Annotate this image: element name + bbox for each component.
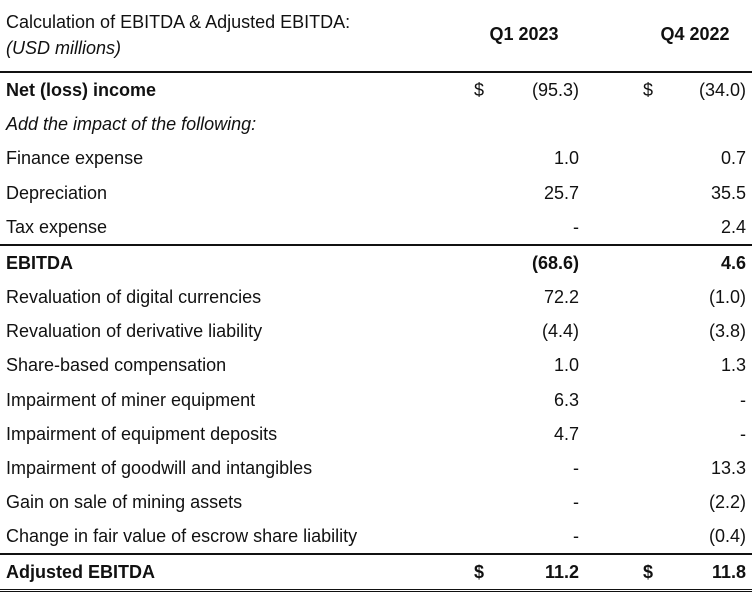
row-label: Revaluation of derivative liability [6, 321, 263, 342]
row-label: Net (loss) income [6, 80, 157, 100]
row-label: Tax expense [6, 216, 108, 237]
table-row: Revaluation of digital currencies 72.2 (… [0, 280, 752, 314]
row-label: Impairment of miner equipment [6, 389, 256, 410]
row-label: Revaluation of digital currencies [6, 286, 262, 307]
value-q1-2023: - [573, 457, 579, 478]
table-row: Tax expense - 2.4 [0, 210, 752, 244]
value-q4-2022: (34.0) [698, 80, 746, 100]
value-q1-2023: (95.3) [531, 80, 579, 100]
value-q4-2022: (2.2) [708, 492, 746, 513]
value-q1-2023: (68.6) [531, 252, 579, 273]
value-q4-2022: (3.8) [708, 321, 746, 342]
table-row: Gain on sale of mining assets - (2.2) [0, 485, 752, 519]
table-row: Impairment of goodwill and intangibles -… [0, 451, 752, 485]
value-q4-2022: 11.8 [711, 562, 746, 583]
value-q1-2023: 11.2 [544, 562, 579, 583]
row-label: Gain on sale of mining assets [6, 492, 243, 513]
table-row: Share-based compensation 1.0 1.3 [0, 348, 752, 382]
row-label: Share-based compensation [6, 355, 227, 376]
value-q1-2023: - [573, 492, 579, 513]
value-q1-2023: 25.7 [543, 182, 579, 203]
value-q1-2023: 6.3 [553, 389, 579, 410]
currency-symbol: $ [474, 80, 485, 100]
value-q4-2022: - [740, 389, 746, 410]
row-label: Impairment of goodwill and intangibles [6, 457, 313, 478]
value-q1-2023: 72.2 [543, 286, 579, 307]
table-row-subheading: Add the impact of the following: [0, 107, 752, 141]
row-label: Finance expense [6, 148, 144, 169]
value-q1-2023: 4.7 [553, 423, 579, 444]
table-row: Impairment of miner equipment 6.3 - [0, 383, 752, 417]
value-q4-2022: 0.7 [720, 148, 746, 169]
table-row: Impairment of equipment deposits 4.7 - [0, 417, 752, 451]
table-row: Revaluation of derivative liability (4.4… [0, 314, 752, 348]
row-label: Depreciation [6, 182, 108, 203]
row-label: Impairment of equipment deposits [6, 423, 278, 444]
currency-symbol: $ [643, 562, 654, 583]
value-q4-2022: 35.5 [710, 182, 746, 203]
value-q4-2022: (1.0) [708, 286, 746, 307]
table-row: Change in fair value of escrow share lia… [0, 519, 752, 553]
value-q1-2023: - [573, 216, 579, 237]
value-q4-2022: (0.4) [708, 526, 746, 547]
value-q4-2022: - [740, 423, 746, 444]
value-q1-2023: (4.4) [541, 321, 579, 342]
table-header: Calculation of EBITDA & Adjusted EBITDA:… [0, 0, 752, 73]
row-label: Adjusted EBITDA [6, 562, 156, 583]
value-q4-2022: 2.4 [720, 216, 746, 237]
value-q4-2022: 4.6 [720, 252, 746, 273]
table-row: Depreciation 25.7 35.5 [0, 176, 752, 210]
column-header-q4-2022: Q4 2022 [660, 24, 730, 44]
value-q4-2022: 1.3 [720, 355, 746, 376]
value-q1-2023: 1.0 [553, 148, 579, 169]
row-label: Change in fair value of escrow share lia… [6, 526, 358, 547]
currency-symbol: $ [643, 80, 654, 100]
currency-symbol: $ [474, 562, 485, 583]
table-title: Calculation of EBITDA & Adjusted EBITDA: [6, 12, 351, 32]
value-q4-2022: 13.3 [710, 457, 746, 478]
table-body: Net (loss) income $ (95.3) $ (34.0) Add … [0, 73, 752, 592]
table-row-adjusted-ebitda: Adjusted EBITDA $ 11.2 $ 11.8 [0, 553, 752, 592]
column-header-q1-2023: Q1 2023 [489, 24, 559, 44]
table-row-ebitda: EBITDA (68.6) 4.6 [0, 243, 752, 280]
row-label: EBITDA [6, 252, 73, 273]
value-q1-2023: 1.0 [553, 355, 579, 376]
table-row: Finance expense 1.0 0.7 [0, 141, 752, 175]
table-row-net-income: Net (loss) income $ (95.3) $ (34.0) [0, 73, 752, 107]
row-label: Add the impact of the following: [6, 114, 257, 135]
table-subtitle: (USD millions) [6, 38, 122, 58]
value-q1-2023: - [573, 526, 579, 547]
